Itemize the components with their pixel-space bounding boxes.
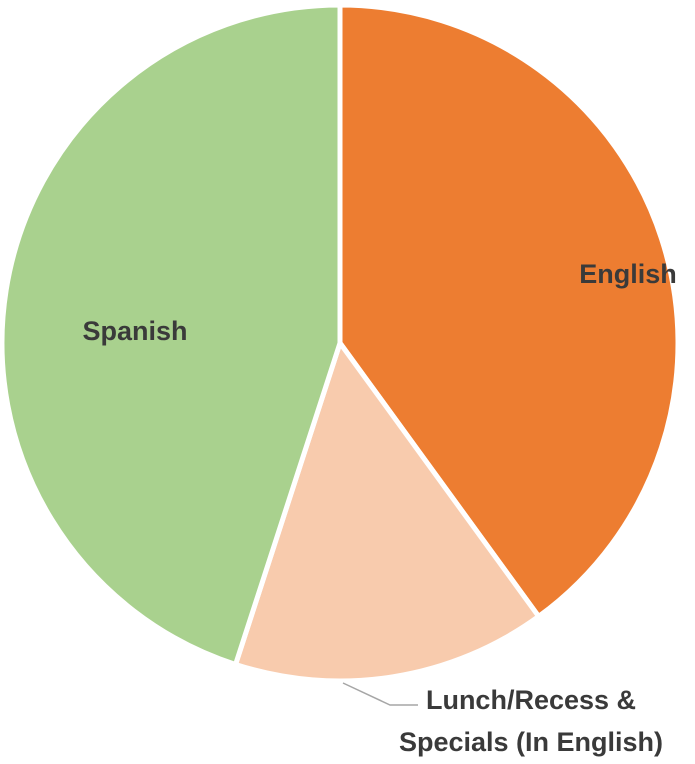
label-lunch-recess-specials-in-english: Lunch/Recess & Specials (In English) (399, 685, 663, 757)
label-line-lunch-recess-specials-in-english-1: Lunch/Recess & (426, 685, 636, 715)
slice-english (337, 2, 681, 620)
pie-slices (0, 2, 681, 684)
leader-lines (342, 682, 418, 706)
leader-line-lunch-recess-specials-in-english (342, 682, 418, 706)
slice-lunch-recess-specials-in-english (232, 337, 543, 684)
slice-spanish (0, 2, 343, 668)
label-english: English (579, 259, 677, 289)
label-spanish: Spanish (82, 316, 187, 346)
slice-labels: English Lunch/Recess & Specials (In Englis… (82, 259, 676, 757)
label-line-lunch-recess-specials-in-english-2: Specials (In English) (399, 727, 663, 757)
